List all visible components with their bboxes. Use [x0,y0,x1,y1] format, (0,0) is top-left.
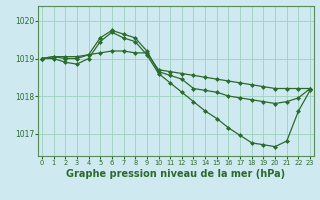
X-axis label: Graphe pression niveau de la mer (hPa): Graphe pression niveau de la mer (hPa) [67,169,285,179]
